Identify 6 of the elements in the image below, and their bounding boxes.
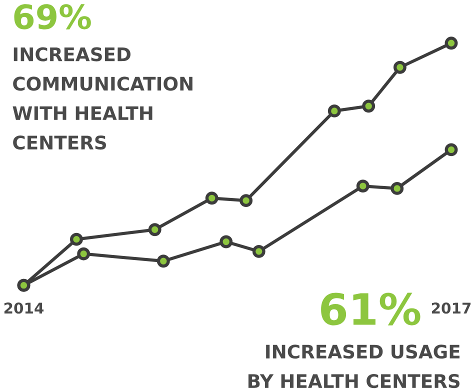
text: 61% <box>321 292 420 326</box>
annotation: INCREASED COMMUNICATION WITH HEALTH CENTERS <box>12 47 192 150</box>
x-tick-label: 2014 <box>4 302 44 314</box>
text: 69% <box>14 4 91 30</box>
x-tick-label: 2017 <box>432 302 471 314</box>
text: INCREASED USAGE BY HEALTH CENTERS <box>248 344 460 388</box>
